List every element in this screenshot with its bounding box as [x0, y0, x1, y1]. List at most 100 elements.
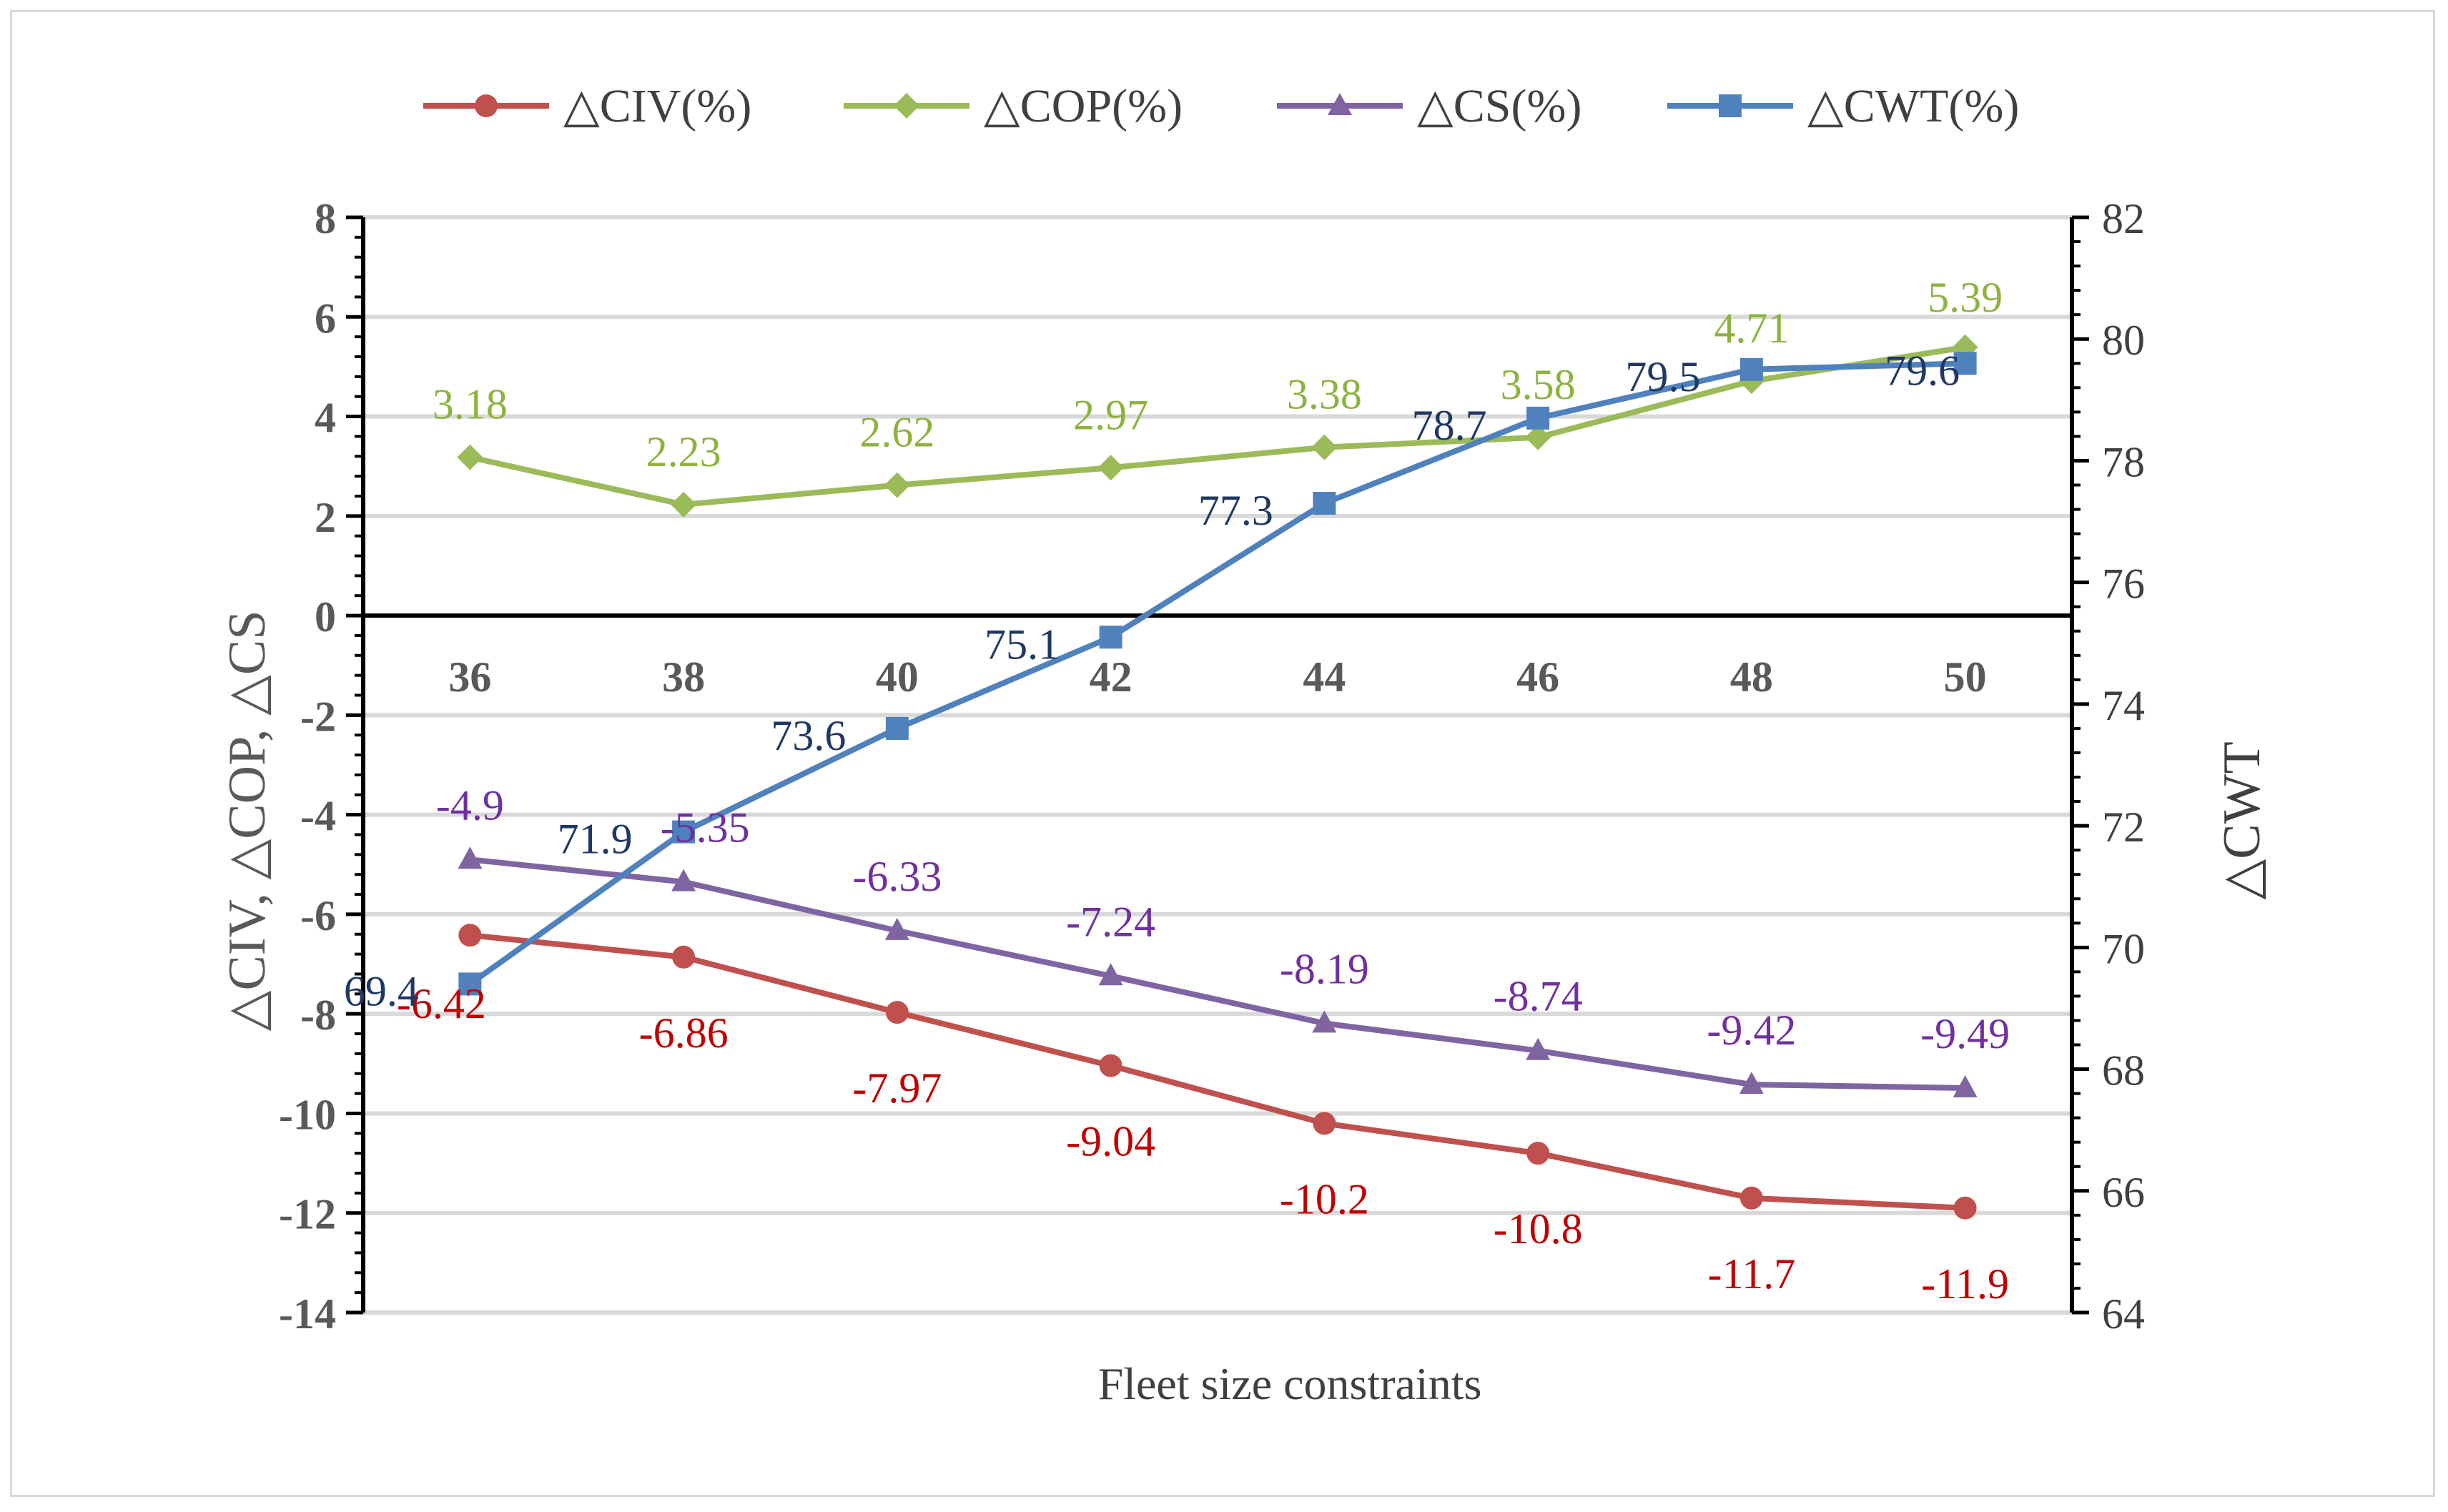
x-axis-tick-label: 50	[1944, 653, 1987, 701]
legend-item-diamond: △COP(%)	[844, 80, 1183, 132]
y-axis-left-tick-label: -6	[300, 892, 336, 939]
data-label-diamond-series: 2.62	[859, 409, 934, 456]
chart-frame	[10, 10, 2435, 1497]
y-axis-left-tick-label: 6	[315, 295, 336, 342]
y-axis-right-tick-label: 66	[2102, 1169, 2145, 1216]
data-label-circle-series: -6.42	[397, 980, 486, 1027]
legend-marker-triangle	[1328, 93, 1352, 115]
data-label-diamond-series: 2.97	[1073, 391, 1148, 438]
data-label-triangle-series: -6.33	[852, 853, 942, 900]
y-axis-left-tick-label: 8	[315, 195, 336, 242]
data-point-circle-series	[885, 1001, 909, 1024]
data-point-square-series	[1526, 406, 1550, 430]
data-label-triangle-series: -8.19	[1280, 945, 1369, 992]
data-point-circle-series	[1953, 1196, 1977, 1220]
data-label-circle-series: -10.8	[1494, 1205, 1583, 1252]
y-axis-right-tick-label: 72	[2102, 804, 2145, 851]
x-axis-tick-label: 44	[1303, 653, 1346, 701]
data-point-square-series	[458, 972, 482, 996]
data-point-circle-series	[1099, 1054, 1122, 1077]
data-point-triangle-series	[671, 869, 696, 891]
y-axis-left-tick-label: -12	[279, 1191, 336, 1238]
data-point-square-series	[672, 820, 696, 844]
data-label-circle-series: -11.9	[1921, 1260, 2009, 1308]
legend-label: △CWT(%)	[1807, 80, 2019, 132]
x-axis-tick-label: 46	[1516, 653, 1559, 701]
data-point-square-series	[1099, 626, 1122, 649]
y-axis-left-tick-label: -2	[300, 693, 336, 740]
legend-item-square: △CWT(%)	[1667, 80, 2019, 132]
data-label-square-series: 71.9	[558, 816, 633, 863]
y-axis-left-tick-label: -14	[279, 1290, 336, 1338]
series-line-diamond-series	[469, 344, 1966, 508]
y-axis-right-title: △CWT	[2213, 741, 2271, 899]
data-point-circle-series	[458, 924, 482, 947]
x-axis-tick-label: 40	[876, 653, 919, 701]
data-label-triangle-series: -9.42	[1707, 1007, 1796, 1054]
data-point-triangle-series	[1098, 963, 1123, 986]
legend-item-circle: △CIV(%)	[423, 80, 751, 132]
legend-label: △COP(%)	[984, 80, 1183, 132]
y-axis-left-tick-label: 4	[315, 395, 336, 442]
y-axis-right-tick-label: 76	[2102, 560, 2145, 608]
legend-label: △CS(%)	[1417, 80, 1581, 132]
data-label-diamond-series: 5.39	[1928, 274, 2003, 321]
data-point-circle-series	[672, 945, 696, 969]
data-point-square-series	[1953, 352, 1977, 375]
data-label-diamond-series: 3.18	[433, 381, 508, 428]
y-axis-right-tick-label: 80	[2102, 317, 2145, 364]
data-point-diamond-series	[1525, 424, 1551, 450]
data-label-triangle-series: -8.74	[1494, 973, 1583, 1020]
data-point-triangle-series	[458, 846, 483, 869]
data-label-square-series: 73.6	[771, 712, 846, 759]
y-axis-right-tick-label: 64	[2102, 1290, 2145, 1338]
x-axis-tick-label: 48	[1730, 653, 1773, 701]
y-axis-left-title: △CIV, △COP, △CS	[218, 611, 277, 1032]
data-point-diamond-series	[671, 491, 697, 518]
data-point-square-series	[885, 716, 909, 740]
x-axis-tick-label: 42	[1090, 653, 1132, 701]
data-point-circle-series	[1739, 1186, 1763, 1210]
data-labels: -6.42 -6.86 -7.97 -9.04 -10.2 -10.8 -11.7 -11.9…	[344, 274, 2010, 1308]
data-point-diamond-series	[884, 472, 910, 498]
data-point-triangle-series	[884, 917, 909, 940]
data-label-triangle-series: -7.24	[1066, 898, 1155, 945]
y-axis-right-tick-label: 70	[2102, 925, 2145, 972]
data-label-circle-series: -10.2	[1280, 1175, 1369, 1222]
data-point-diamond-series	[1311, 434, 1338, 460]
data-label-triangle-series: -9.49	[1920, 1010, 2010, 1057]
data-label-square-series: 77.3	[1198, 487, 1273, 534]
series-line-triangle-series	[469, 856, 1965, 1091]
y-axis-left-tick-label: -10	[279, 1091, 336, 1138]
series-line-square-series	[468, 360, 1965, 987]
y-axis-right-tick-label: 82	[2102, 195, 2145, 242]
data-label-circle-series: -11.7	[1707, 1250, 1795, 1298]
data-point-triangle-series	[1953, 1074, 1978, 1097]
y-axis-left-tick-label: -8	[300, 992, 336, 1039]
data-label-diamond-series: 3.38	[1287, 371, 1362, 418]
y-axis-left-tick-label: 2	[315, 494, 336, 541]
data-label-circle-series: -7.97	[852, 1064, 942, 1112]
data-label-circle-series: -6.86	[639, 1009, 729, 1057]
data-label-diamond-series: 2.23	[646, 428, 721, 475]
axes: 86420-2-4-6-8-10-12-14828078767472706866…	[279, 195, 2145, 1338]
data-point-diamond-series	[457, 444, 483, 470]
data-label-square-series: 79.5	[1625, 353, 1700, 400]
data-point-circle-series	[1526, 1142, 1550, 1165]
data-label-square-series: 75.1	[984, 621, 1060, 668]
data-label-diamond-series: 4.71	[1714, 305, 1789, 352]
data-label-diamond-series: 3.58	[1501, 361, 1576, 408]
data-point-square-series	[1313, 492, 1336, 515]
gridlines	[363, 215, 2072, 1315]
data-point-diamond-series	[1097, 455, 1124, 481]
y-axis-right-tick-label: 74	[2102, 682, 2145, 729]
legend-item-triangle: △CS(%)	[1277, 80, 1581, 132]
data-point-square-series	[1739, 357, 1763, 381]
data-point-triangle-series	[1312, 1010, 1337, 1033]
y-axis-right-tick-label: 68	[2102, 1047, 2145, 1095]
series-lines	[457, 334, 1978, 1220]
data-point-triangle-series	[1739, 1072, 1764, 1095]
data-label-square-series: 69.4	[344, 967, 419, 1014]
legend-marker-circle	[475, 94, 498, 117]
y-axis-left-tick-label: -4	[300, 793, 336, 840]
